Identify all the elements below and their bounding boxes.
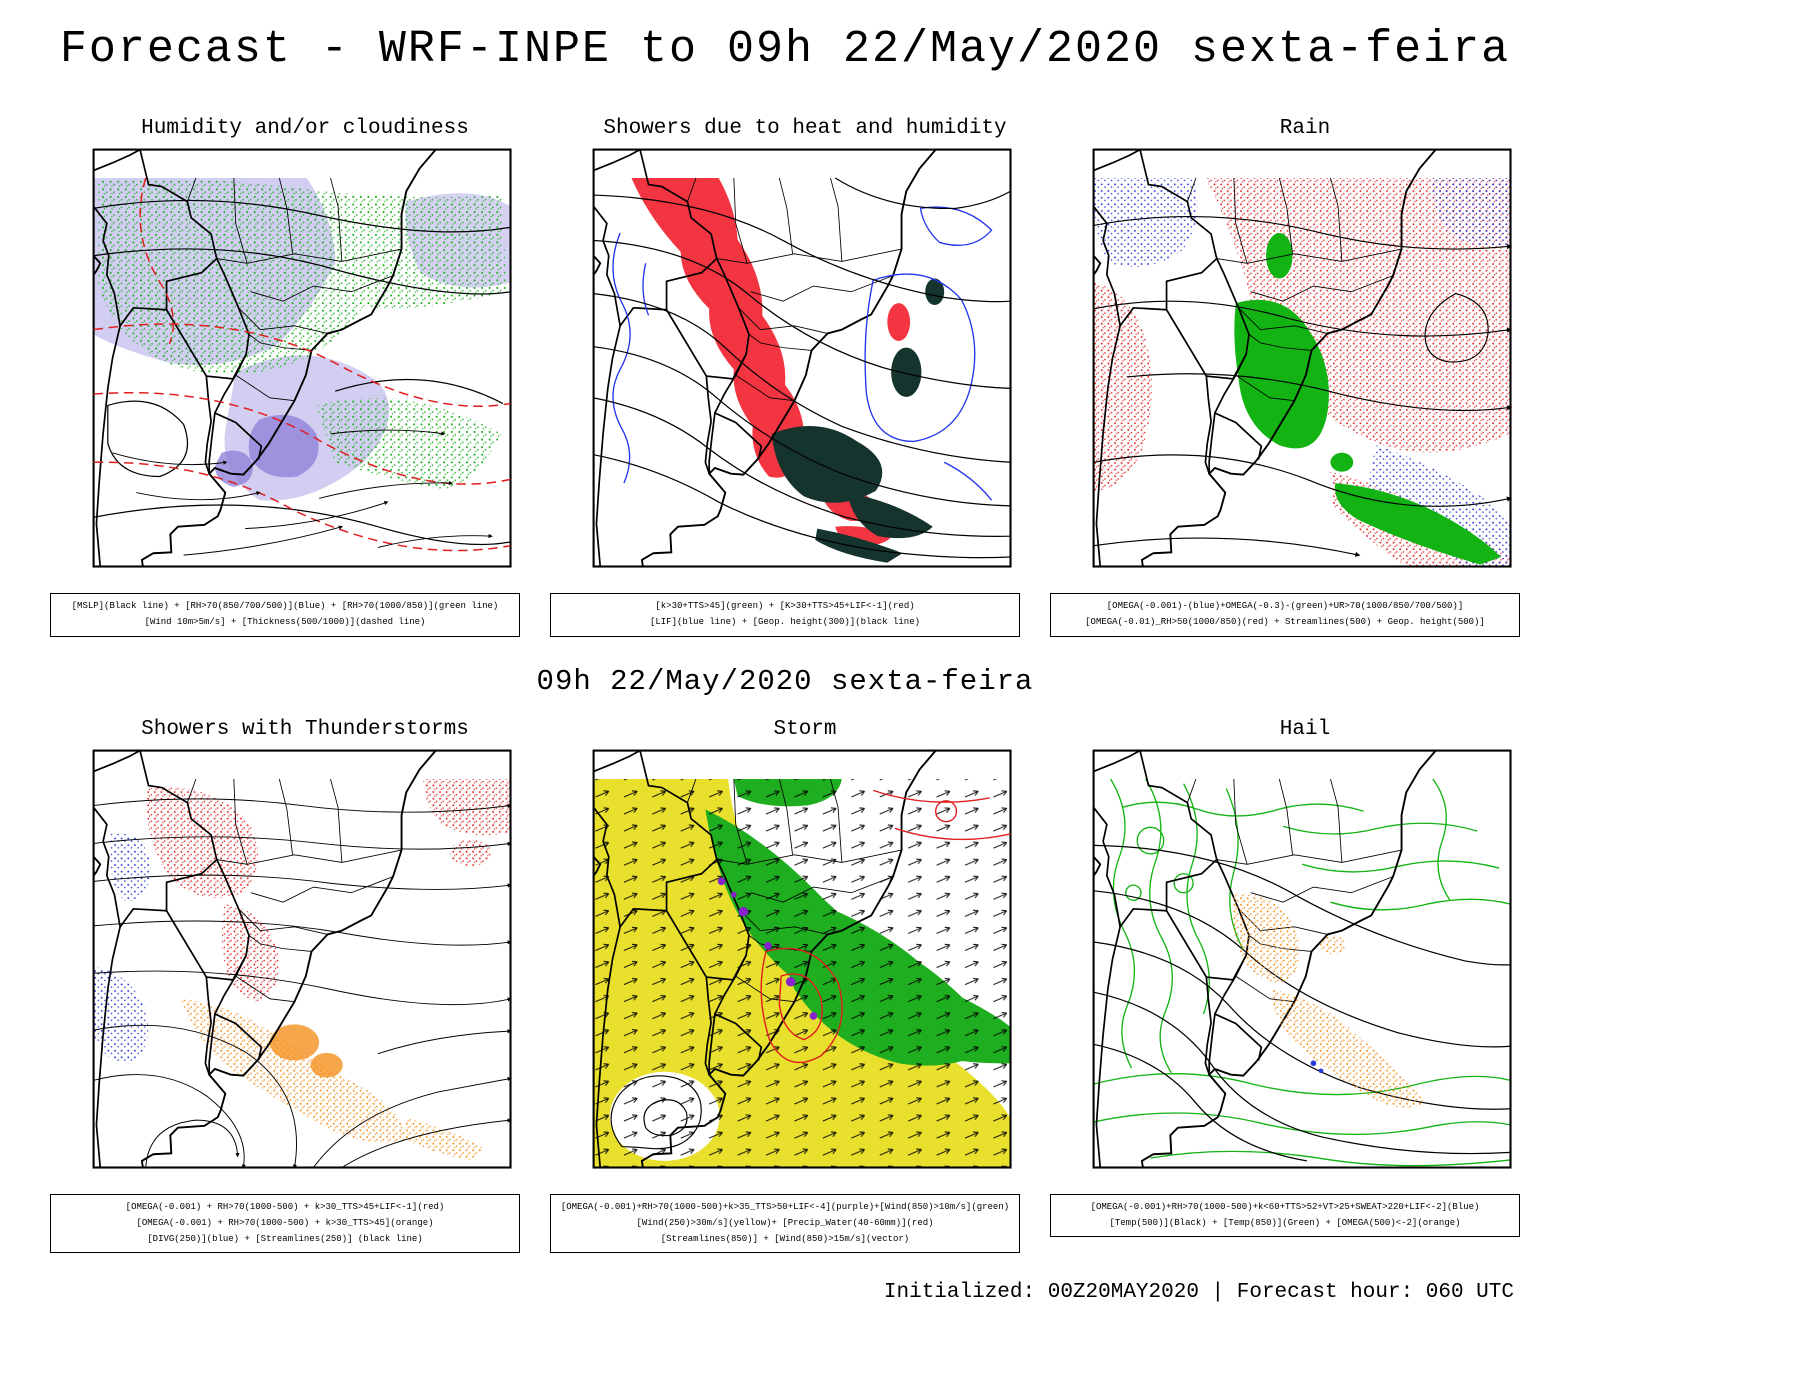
legend-line: [k>30+TTS>45](green) + [K>30+TTS>45+LIF<… — [655, 601, 915, 612]
panel-showers-heat: Showers due to heat and humidity — [550, 117, 1020, 637]
legend-humidity: [MSLP](Black line) + [RH>70(850/700/500)… — [50, 593, 520, 637]
legend-line: [MSLP](Black line) + [RH>70(850/700/500)… — [71, 601, 499, 612]
panel-storm: Storm — [550, 718, 1020, 1254]
panel-title: Humidity and/or cloudiness — [141, 117, 469, 140]
map-showers-heat — [592, 148, 1012, 568]
streamlines-250 — [93, 798, 512, 1169]
legend-line: [OMEGA(-0.01)_RH>50(1000/850)(red) + Str… — [1085, 617, 1485, 628]
rain-shading — [1093, 178, 1511, 567]
init-forecast-info: Initialized: 00Z20MAY2020 | Forecast hou… — [883, 1281, 1514, 1305]
map-humidity-cloudiness — [92, 148, 512, 568]
legend-line: [OMEGA(-0.001) + RH>70(1000-500) + k>30_… — [136, 1218, 434, 1229]
legend-line: [LIF](blue line) + [Geop. height(300)](b… — [649, 617, 921, 628]
temp850-green-contours — [1093, 778, 1511, 1166]
legend-line: [Streamlines(850)] + [Wind(850)>15m/s](v… — [660, 1234, 910, 1245]
wind-vectors-850 — [593, 778, 1011, 1168]
map-hail — [1092, 749, 1512, 1169]
lif-blue-contours — [612, 206, 993, 501]
datetime-line: 09h 22/May/2020 sexta-feira — [536, 664, 1034, 698]
legend-line: [Wind 10m>5m/s] + [Thickness(500/1000)](… — [144, 617, 426, 628]
panel-humidity-cloudiness: Humidity and/or cloudiness — [50, 117, 520, 637]
legend-line: [OMEGA(-0.001)+RH>70(1000-500)+k>35_TTS>… — [560, 1201, 1010, 1212]
instability-shading — [93, 778, 511, 1160]
panel-row-top: Humidity and/or cloudiness — [50, 117, 1520, 637]
panel-title: Rain — [1279, 117, 1331, 140]
surface-wind-arrows — [112, 429, 493, 556]
panel-rain: Rain — [1050, 117, 1520, 637]
legend-line: [DIVG(250)](blue) + [Streamlines(250)] (… — [147, 1234, 423, 1245]
legend-line: [OMEGA(-0.001)+RH>70(1000-500)+k<60+TTS>… — [1090, 1201, 1480, 1212]
panel-title: Hail — [1279, 717, 1331, 741]
legend-rain: [OMEGA(-0.001)-(blue)+OMEGA(-0.3)-(green… — [1050, 593, 1520, 637]
panel-showers-thunderstorms: Showers with Thunderstorms — [50, 718, 520, 1254]
map-rain — [1092, 148, 1513, 568]
streamlines-500 — [1093, 216, 1513, 557]
map-showers-thunderstorms — [92, 749, 512, 1169]
hail-composite-blue — [1310, 1060, 1324, 1073]
map-storm — [592, 749, 1012, 1169]
legend-hail: [OMEGA(-0.001)+RH>70(1000-500)+k<60+TTS>… — [1050, 1193, 1520, 1238]
precip-water-red-contours — [760, 789, 1011, 1063]
convection-shading — [631, 178, 945, 563]
thickness-dashed-lines — [93, 177, 511, 552]
severe-composite-purple — [717, 877, 818, 1020]
panel-hail: Hail — [1050, 718, 1520, 1254]
panel-title: Storm — [773, 717, 837, 741]
panel-title: Showers due to heat and humidity — [603, 117, 1007, 140]
legend-line: [OMEGA(-0.001) + RH>70(1000-500) + k>30_… — [125, 1201, 445, 1212]
page-title: Forecast - WRF-INPE to 09h 22/May/2020 s… — [59, 24, 1511, 75]
legend-showers-heat: [k>30+TTS>45](green) + [K>30+TTS>45+LIF<… — [550, 593, 1020, 637]
omega500-orange-speckles — [1232, 893, 1426, 1108]
geop300-contours — [593, 177, 1011, 559]
legend-storm: [OMEGA(-0.001)+RH>70(1000-500)+k>35_TTS>… — [550, 1193, 1020, 1254]
legend-line: [OMEGA(-0.001)-(blue)+OMEGA(-0.3)-(green… — [1106, 601, 1464, 612]
panel-title: Showers with Thunderstorms — [141, 717, 469, 741]
mslp-isobars — [93, 199, 511, 546]
forecast-page: Forecast - WRF-INPE to 09h 22/May/2020 s… — [50, 0, 1520, 1304]
legend-showers-thunderstorms: [OMEGA(-0.001) + RH>70(1000-500) + k>30_… — [50, 1193, 520, 1254]
panel-row-bottom: Showers with Thunderstorms — [50, 718, 1520, 1254]
legend-line: [Temp(500)](Black) + [Temp(850)](Green) … — [1109, 1218, 1461, 1229]
streamline-low-spiral — [610, 1074, 702, 1149]
humidity-shading — [93, 178, 511, 501]
legend-line: [Wind(250)>30m/s](yellow)+ [Precip_Water… — [636, 1218, 934, 1229]
temp500-black-contours — [1093, 844, 1511, 1162]
